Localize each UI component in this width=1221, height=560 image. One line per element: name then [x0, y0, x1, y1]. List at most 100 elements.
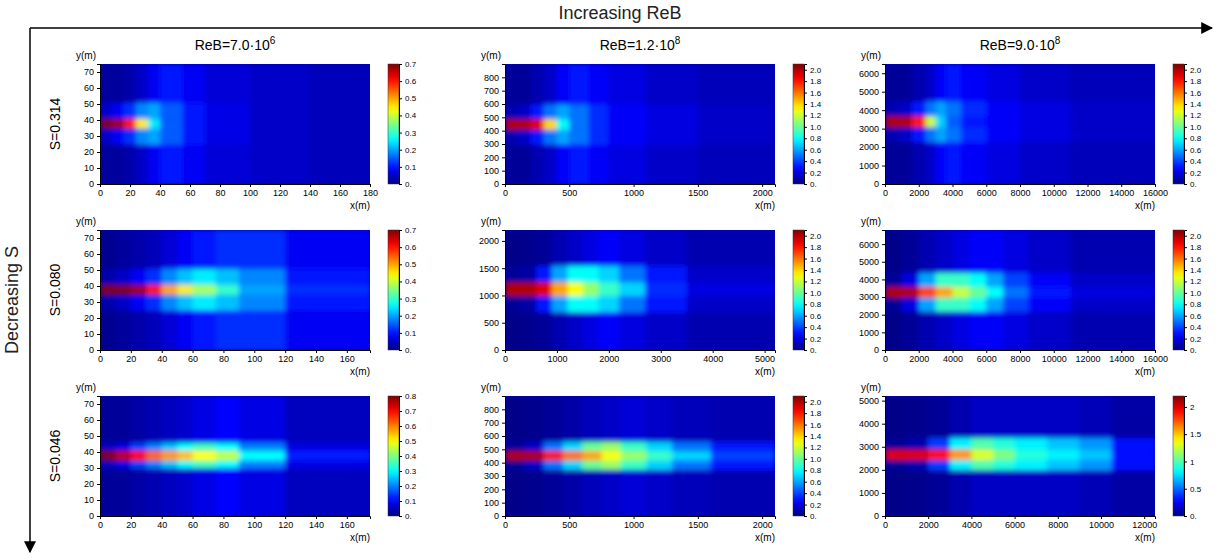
x-tick-mark: [131, 516, 132, 519]
heatmap-cell: [146, 460, 162, 469]
y-tick-mark: [97, 516, 100, 517]
heatmap-cell: [601, 441, 621, 451]
heatmap-cell: [919, 297, 936, 312]
y-tick-mark: [97, 168, 100, 169]
heatmap-cell: [124, 102, 137, 119]
colorbar-tick-label: 1.2: [1190, 111, 1202, 120]
y-axis: 0100200300400500600700800: [484, 65, 506, 190]
x-tick: 2000: [753, 516, 773, 530]
heatmap-cell: [902, 297, 919, 312]
arrow-decreasing: [29, 28, 31, 552]
x-tick-mark: [316, 516, 317, 519]
row-title: S=0.314: [47, 98, 63, 151]
y-tick: 30: [84, 463, 100, 473]
heatmap-cell: [936, 127, 947, 142]
y-tick-mark: [97, 334, 100, 335]
colorbar-tick-label: 0.1: [405, 497, 417, 506]
x-tick-label: 2000: [599, 354, 619, 364]
panel: 020406080100120140160010203040506070y(m)…: [76, 216, 417, 377]
colorbar-tick-mark: [1184, 461, 1187, 462]
heatmap-cell: [598, 295, 619, 312]
heatmap-cell: [239, 442, 286, 451]
heatmap-cell: [146, 442, 162, 451]
x-tick: 1500: [688, 184, 708, 198]
heatmap-cell: [936, 64, 947, 101]
heatmap-cell: [521, 230, 537, 266]
heatmap-cell: [885, 396, 907, 438]
x-tick-label: 8000: [1048, 520, 1068, 530]
y-tick: 600: [484, 431, 505, 441]
y-tick: 50: [84, 431, 100, 441]
colorbar-tick-label: 1.4: [810, 100, 822, 109]
colorbar-tick-mark: [1184, 104, 1187, 105]
x-tick-label: 1000: [547, 354, 567, 364]
x-tick: 4000: [943, 350, 963, 364]
heatmap-cell: [899, 142, 913, 184]
y-tick-label: 600: [484, 99, 499, 109]
colorbar-tick-label: 0.: [1190, 346, 1197, 355]
heatmap-cell: [505, 396, 525, 442]
heatmap-cell: [698, 129, 775, 144]
heatmap-cell: [115, 294, 131, 311]
colorbar-tick-mark: [1184, 304, 1187, 305]
heatmap-cell: [1020, 142, 1071, 184]
x-tick-mark: [661, 350, 662, 353]
heatmap-cell: [216, 442, 240, 451]
heatmap-cell: [1071, 116, 1155, 128]
y-tick: 400: [484, 126, 505, 136]
y-tick: 20: [84, 313, 100, 323]
heatmap-cell: [177, 450, 193, 460]
y-tick-label: 300: [484, 471, 499, 481]
heatmap-cell: [505, 129, 518, 144]
colorbar-tick-label: 0.6: [405, 243, 417, 252]
heatmap-cell: [621, 460, 647, 470]
heatmap-cell: [1003, 230, 1029, 273]
heatmap-cell: [1015, 470, 1048, 516]
heatmap-cell: [552, 312, 568, 350]
y-tick-mark: [97, 468, 100, 469]
heatmap-cell: [146, 230, 162, 269]
x-axis-line: [886, 517, 1156, 520]
colorbar-tick: 1.5: [1184, 430, 1202, 439]
x-tick-label: 80: [215, 188, 225, 198]
heatmap-cell: [518, 64, 531, 105]
colorbar-tick-mark: [804, 339, 807, 340]
x-tick-mark: [130, 184, 131, 187]
heatmap-cell: [1047, 449, 1080, 460]
x-axis: 0200040006000800010000120001400016000: [883, 184, 1168, 198]
heatmap-cell: [146, 310, 162, 350]
heatmap-cell: [531, 119, 544, 130]
colorbar-tick: 0.: [1184, 346, 1197, 355]
heatmap-cell: [569, 144, 589, 184]
colorbar-tick: 1.6: [1184, 255, 1202, 264]
colorbar-tick-mark: [804, 81, 807, 82]
colorbar-tick-mark: [804, 459, 807, 460]
x-tick-label: 140: [309, 520, 324, 530]
y-axis-title: y(m): [76, 50, 96, 61]
colorbar-tick: 1.6: [804, 421, 822, 430]
heatmap-cell: [521, 312, 537, 350]
cells: [100, 230, 370, 350]
colorbar: [1173, 396, 1184, 516]
cells: [505, 396, 775, 516]
colorbar-tick-label: 0.: [810, 512, 817, 521]
colorbar-tick-mark: [804, 447, 807, 448]
x-tick-label: 1500: [688, 188, 708, 198]
y-tick-mark: [502, 449, 505, 450]
x-tick: 120: [278, 350, 293, 364]
colorbar-tick-label: 0.6: [810, 312, 822, 321]
x-axis-title: x(m): [1135, 366, 1155, 377]
x-tick-label: 10000: [1042, 188, 1067, 198]
y-tick: 50: [84, 99, 100, 109]
x-tick-mark: [1101, 516, 1102, 519]
heatmap-cell: [646, 104, 698, 119]
heatmap-cell: [310, 102, 370, 119]
x-tick-label: 10000: [1089, 520, 1114, 530]
heatmap-cell: [885, 230, 902, 273]
y-tick-mark: [502, 241, 505, 242]
y-tick-label: 0: [89, 511, 94, 521]
heatmap-cell: [1079, 438, 1112, 450]
x-tick: 4000: [962, 516, 982, 530]
colorbar-tick-label: 0.: [810, 346, 817, 355]
heatmap-cell: [148, 64, 161, 103]
